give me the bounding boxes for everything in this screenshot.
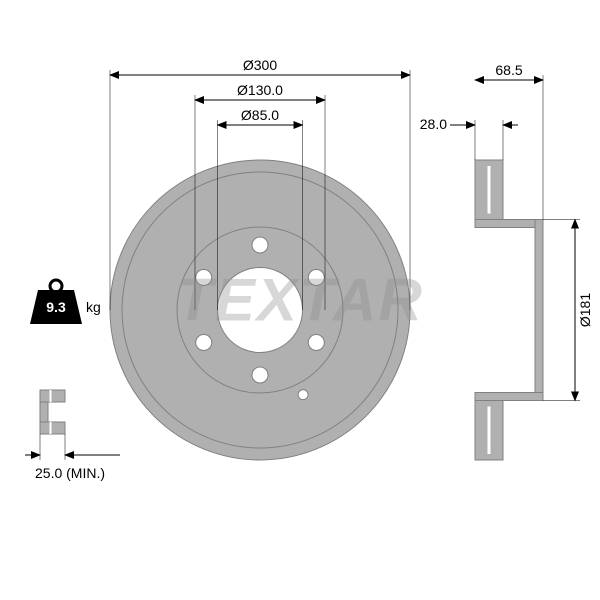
svg-text:Ø130.0: Ø130.0 bbox=[237, 82, 283, 98]
weight-indicator: 9.3 kg bbox=[30, 280, 101, 324]
svg-text:kg: kg bbox=[86, 299, 101, 315]
svg-text:9.3: 9.3 bbox=[46, 299, 66, 315]
svg-text:68.5: 68.5 bbox=[495, 62, 522, 78]
svg-text:25.0 (MIN.): 25.0 (MIN.) bbox=[35, 465, 105, 481]
svg-text:Ø181: Ø181 bbox=[577, 293, 593, 327]
svg-text:28.0: 28.0 bbox=[420, 116, 447, 132]
svg-text:Ø300: Ø300 bbox=[243, 57, 277, 73]
min-thickness-profile: 25.0 (MIN.) bbox=[25, 390, 120, 481]
brake-disc-front-view bbox=[110, 160, 410, 460]
svg-text:Ø85.0: Ø85.0 bbox=[241, 107, 279, 123]
brake-disc-side-profile bbox=[475, 160, 543, 460]
